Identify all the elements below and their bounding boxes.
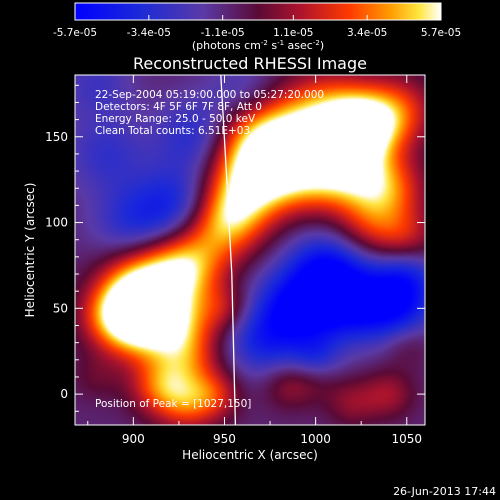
colorbar-gradient	[74, 2, 442, 21]
x-tick-label: 1000	[300, 432, 331, 446]
annotation-line: 22-Sep-2004 05:19:00.000 to 05:27:20.000	[95, 89, 324, 101]
heatmap-image	[75, 75, 425, 425]
y-tick-label: 0	[60, 387, 68, 401]
y-tick-label: 100	[45, 216, 68, 230]
colorbar-unit-label: (photons cm-2 s-1 asec-2)	[192, 39, 324, 52]
colorbar-tick-label: 3.4e-05	[347, 27, 387, 39]
colorbar-tick-label: -1.1e-05	[201, 27, 245, 39]
observation-annotations: 22-Sep-2004 05:19:00.000 to 05:27:20.000…	[95, 89, 324, 137]
solar-limb-line	[220, 75, 237, 425]
colorbar-tick-label: 1.1e-05	[273, 27, 313, 39]
plot-timestamp: 26-Jun-2013 17:44	[393, 485, 496, 498]
y-axis-label: Heliocentric Y (arcsec)	[23, 183, 37, 318]
chart-title: Reconstructed RHESSI Image	[133, 54, 367, 73]
colorbar-tick-label: -5.7e-05	[53, 27, 97, 39]
plot-frame	[74, 74, 426, 426]
axis-ticks: 900 950 1000 1050 0 50 100 150	[45, 75, 425, 446]
x-tick-label: 900	[122, 432, 145, 446]
annotation-line: Clean Total counts: 6.51E+03	[95, 125, 250, 137]
annotation-line: Detectors: 4F 5F 6F 7F 8F, Att 0	[95, 101, 262, 113]
peak-position-label: Position of Peak = [1027,150]	[95, 398, 251, 410]
x-tick-label: 950	[213, 432, 236, 446]
y-tick-label: 50	[53, 301, 68, 315]
colorbar-tick-label: -3.4e-05	[127, 27, 171, 39]
annotation-line: Energy Range: 25.0 - 50.0 keV	[95, 113, 256, 125]
colorbar: -5.7e-05 -3.4e-05 -1.1e-05 1.1e-05 3.4e-05 5.…	[53, 2, 461, 52]
plot-area: 900 950 1000 1050 0 50 100 150	[45, 74, 426, 446]
x-axis-label: Heliocentric X (arcsec)	[182, 448, 318, 462]
colorbar-ticks: -5.7e-05 -3.4e-05 -1.1e-05 1.1e-05 3.4e-05 5.…	[53, 15, 461, 39]
colorbar-tick-label: 5.7e-05	[421, 27, 461, 39]
y-tick-label: 150	[45, 130, 68, 144]
x-tick-label: 1050	[391, 432, 422, 446]
